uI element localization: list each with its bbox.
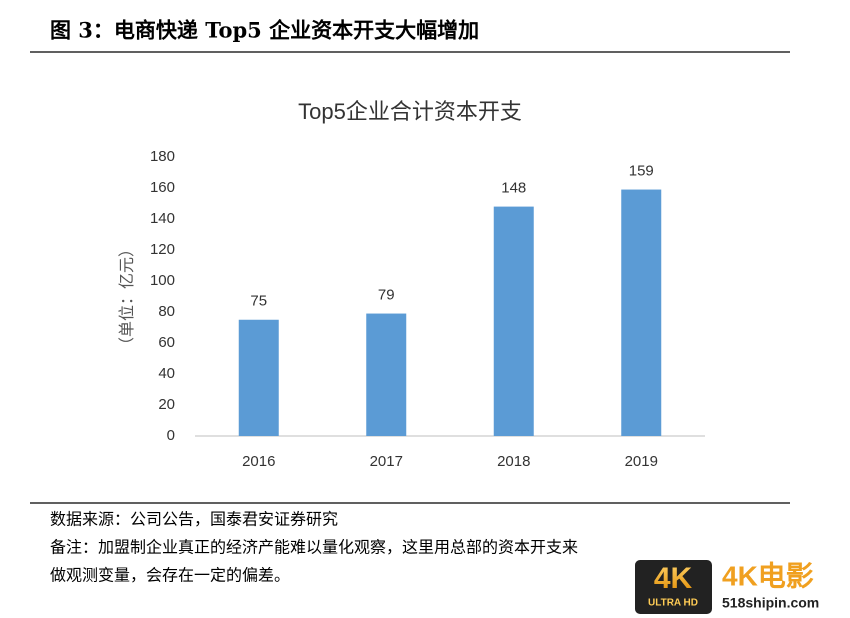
x-tick-label: 2017 bbox=[370, 453, 403, 470]
data-label: 159 bbox=[629, 163, 654, 180]
watermark-brand: 4K电影 bbox=[722, 560, 814, 591]
bar bbox=[493, 206, 534, 436]
y-tick-label: 100 bbox=[150, 272, 175, 289]
y-tick-label: 20 bbox=[158, 396, 175, 413]
bar bbox=[238, 319, 279, 436]
y-axis-label: （单位：亿元） bbox=[118, 241, 136, 353]
y-tick-label: 60 bbox=[158, 334, 175, 351]
watermark-badge-bg bbox=[635, 560, 712, 614]
y-tick-label: 140 bbox=[150, 210, 175, 227]
y-tick-label: 160 bbox=[150, 179, 175, 196]
bar bbox=[366, 313, 407, 436]
y-tick-label: 40 bbox=[158, 365, 175, 382]
x-tick-label: 2018 bbox=[497, 453, 530, 470]
chart-title: Top5企业合计资本开支 bbox=[298, 99, 522, 124]
y-tick-label: 120 bbox=[150, 241, 175, 258]
source: 数据来源：公司公告，国泰君安证券研究 bbox=[50, 510, 338, 529]
watermark-badge: 4K bbox=[654, 562, 693, 595]
bar bbox=[621, 189, 662, 436]
watermark-site: 518shipin.com bbox=[722, 595, 819, 611]
watermark: 4K ULTRA HD 4K电影 518shipin.com bbox=[635, 560, 819, 614]
figure-title: 图 3：电商快递 Top5 企业资本开支大幅增加 bbox=[50, 18, 479, 43]
data-label: 75 bbox=[250, 293, 267, 310]
y-tick-label: 80 bbox=[158, 303, 175, 320]
data-label: 79 bbox=[378, 287, 395, 304]
watermark-badge-sub: ULTRA HD bbox=[648, 598, 698, 609]
note-line: 做观测变量，会存在一定的偏差。 bbox=[50, 566, 290, 585]
x-tick-label: 2016 bbox=[242, 453, 275, 470]
x-tick-label: 2019 bbox=[625, 453, 658, 470]
y-tick-label: 180 bbox=[150, 148, 175, 165]
y-tick-label: 0 bbox=[167, 427, 175, 444]
note-line: 备注：加盟制企业真正的经济产能难以量化观察，这里用总部的资本开支来 bbox=[50, 538, 578, 557]
data-label: 148 bbox=[501, 180, 526, 197]
